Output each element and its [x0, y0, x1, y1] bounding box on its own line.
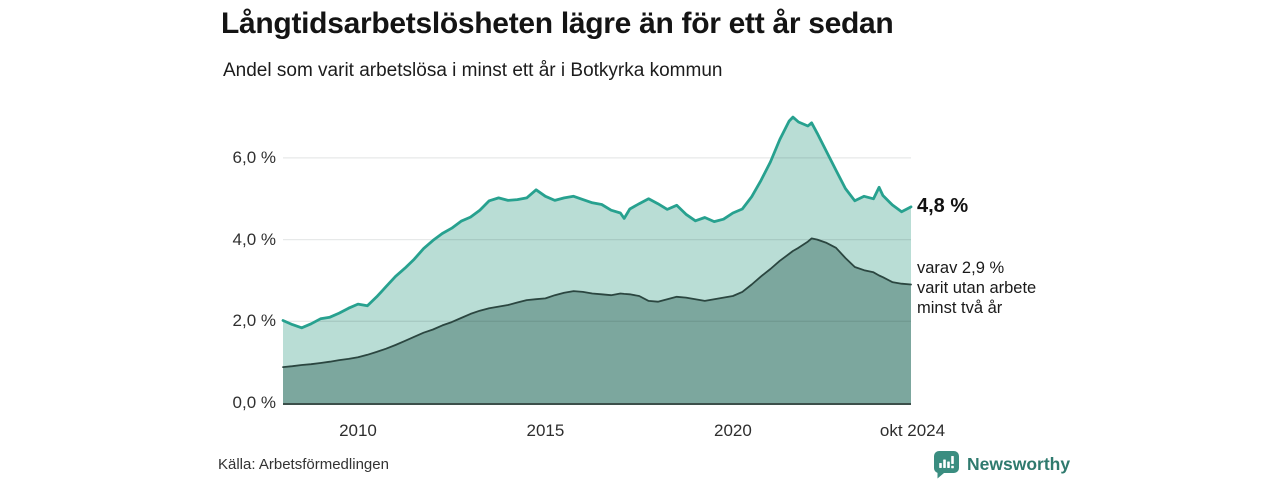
y-axis-tick-label: 2,0 % [232, 311, 276, 331]
annotation-line: varit utan arbete [917, 279, 1037, 297]
y-axis-tick-label: 0,0 % [232, 393, 276, 412]
annotation-line: minst två år [917, 299, 1003, 317]
y-axis-tick-label: 6,0 % [232, 147, 276, 167]
series-line [281, 115, 913, 330]
newsworthy-logo: Newsworthy [933, 449, 1070, 479]
chart-subtitle: Andel som varit arbetslösa i minst ett å… [223, 60, 723, 81]
newsworthy-logo-icon [933, 450, 959, 478]
series-line [282, 237, 912, 369]
source-credit: Källa: Arbetsförmedlingen [218, 456, 389, 473]
y-axis-tick-label: 4,0 % [232, 229, 276, 249]
latest-two-year-annotation: varav 2,9 % varit utan arbete minst två … [917, 258, 1036, 318]
x-axis-tick-label: 2015 [526, 421, 565, 440]
annotation-line: varav 2,9 % [917, 259, 1005, 277]
x-axis-tick-label: 2020 [713, 421, 752, 440]
latest-value-label: 4,8 % [917, 195, 969, 217]
x-axis-tick-label: okt 2024 [879, 421, 946, 440]
x-axis-tick-label: 2010 [339, 421, 377, 440]
area-fill [283, 238, 911, 403]
newsworthy-logo-text: Newsworthy [967, 453, 1071, 474]
chart-title: Långtidsarbetslösheten lägre än för ett … [221, 7, 894, 40]
